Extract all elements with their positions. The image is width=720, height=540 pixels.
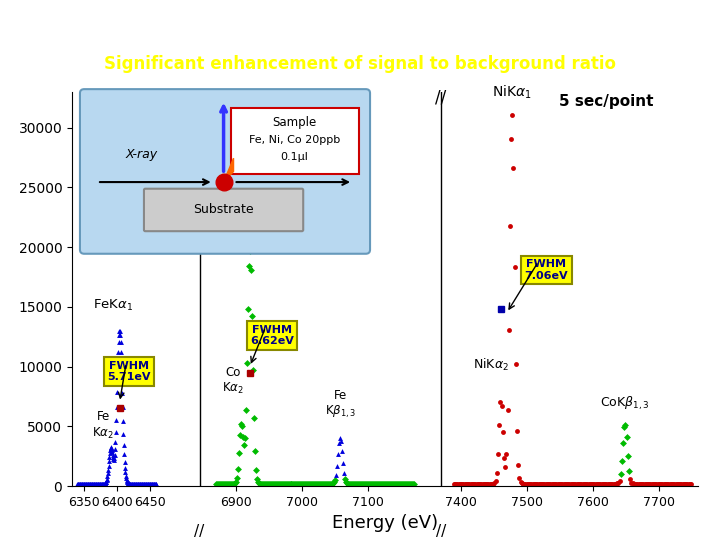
Text: //: //: [194, 524, 204, 539]
Text: FWHM
7.06eV: FWHM 7.06eV: [525, 259, 568, 281]
Text: Fe, Ni, Co 20ppb: Fe, Ni, Co 20ppb: [249, 134, 341, 145]
Text: //: //: [435, 89, 446, 107]
Polygon shape: [224, 158, 233, 182]
Text: NiK$\alpha_1$: NiK$\alpha_1$: [492, 84, 532, 102]
X-axis label: Energy (eV): Energy (eV): [332, 514, 438, 532]
Text: FWHM
6.62eV: FWHM 6.62eV: [251, 325, 294, 346]
Text: CoK$\alpha_1$: CoK$\alpha_1$: [228, 221, 271, 238]
FancyBboxPatch shape: [80, 89, 370, 254]
Text: FeK$\alpha_1$: FeK$\alpha_1$: [93, 298, 133, 313]
FancyBboxPatch shape: [230, 107, 359, 174]
Text: 0.1μl: 0.1μl: [281, 152, 309, 162]
Text: FWHM
5.71eV: FWHM 5.71eV: [107, 361, 150, 382]
Text: Fe
K$\beta_{1,3}$: Fe K$\beta_{1,3}$: [325, 389, 356, 420]
Text: Significant enhancement of signal to background ratio: Significant enhancement of signal to bac…: [104, 55, 616, 73]
FancyBboxPatch shape: [144, 188, 303, 231]
Text: //: //: [194, 89, 205, 107]
Text: Co
K$\alpha_2$: Co K$\alpha_2$: [222, 366, 243, 396]
Text: //: //: [436, 524, 446, 539]
Text: Substrate: Substrate: [193, 204, 254, 217]
Text: 5 sec/point: 5 sec/point: [559, 94, 654, 109]
Text: NiK$\alpha_2$: NiK$\alpha_2$: [473, 356, 509, 373]
Text: Fe
K$\alpha_2$: Fe K$\alpha_2$: [92, 410, 114, 441]
Text: Sample: Sample: [273, 116, 317, 129]
Text: X-ray: X-ray: [125, 148, 158, 161]
Text: WD-TXRF Spectra for Trace Elements in Micro Drop: WD-TXRF Spectra for Trace Elements in Mi…: [22, 11, 698, 36]
Text: CoK$\beta_{1,3}$: CoK$\beta_{1,3}$: [600, 395, 649, 412]
